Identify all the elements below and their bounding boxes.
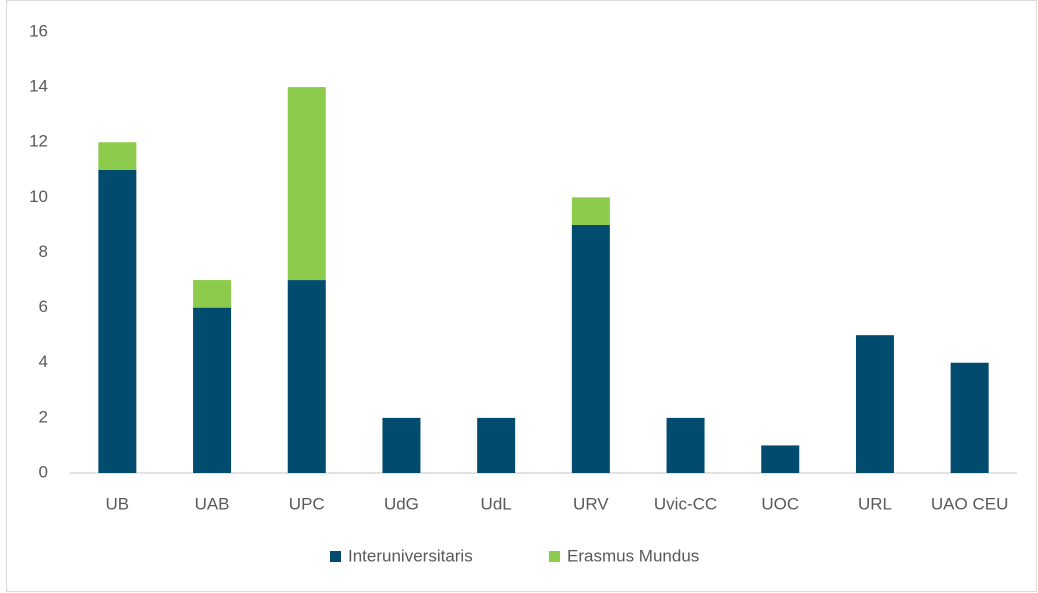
bar-segment <box>287 280 326 473</box>
bar-segment <box>571 197 610 225</box>
bar-segment <box>98 142 137 170</box>
legend-swatch <box>549 551 560 562</box>
y-tick-label: 6 <box>39 297 48 316</box>
legend-swatch <box>330 551 341 562</box>
y-tick-label: 8 <box>39 242 48 261</box>
legend-label: Interuniversitaris <box>348 546 473 565</box>
chart-frame <box>6 0 1037 592</box>
bar-segment <box>98 169 137 473</box>
y-tick-label: 0 <box>39 462 48 481</box>
x-tick-label: UAO CEU <box>931 494 1008 513</box>
bar-segment <box>193 307 232 473</box>
y-tick-label: 2 <box>39 407 48 426</box>
x-tick-label: Uvic-CC <box>654 494 717 513</box>
x-tick-label: UdG <box>384 494 419 513</box>
bar-segment <box>477 417 516 473</box>
x-tick-label: UAB <box>195 494 230 513</box>
y-tick-label: 10 <box>29 187 48 206</box>
x-tick-label: UPC <box>289 494 325 513</box>
x-tick-label: UB <box>106 494 130 513</box>
bar-segment <box>571 224 610 473</box>
bar-segment <box>666 417 705 473</box>
y-tick-label: 16 <box>29 21 48 40</box>
x-tick-label: UdL <box>481 494 512 513</box>
y-tick-label: 12 <box>29 132 48 151</box>
x-tick-label: UOC <box>761 494 799 513</box>
x-tick-label: URL <box>858 494 892 513</box>
bar-segment <box>382 417 421 473</box>
bar-segment <box>950 362 989 473</box>
legend-label: Erasmus Mundus <box>567 546 699 565</box>
bar-segment <box>855 335 894 473</box>
bar-segment <box>761 445 800 473</box>
bar-segment <box>287 87 326 281</box>
y-tick-label: 4 <box>39 352 48 371</box>
x-tick-label: URV <box>573 494 609 513</box>
y-tick-label: 14 <box>29 77 48 96</box>
bar-segment <box>193 280 232 308</box>
